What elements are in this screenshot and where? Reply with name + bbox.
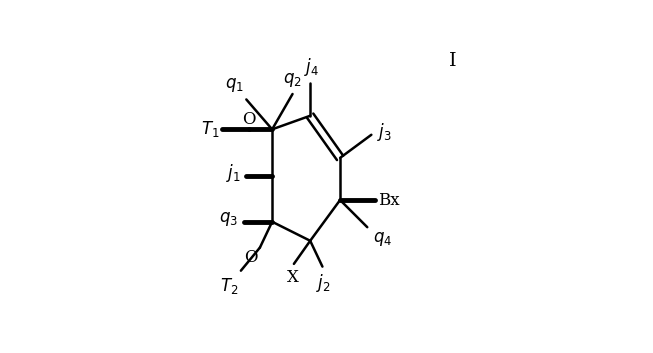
Text: $j_4$: $j_4$ (304, 56, 319, 78)
Text: $j_1$: $j_1$ (226, 162, 241, 184)
Text: $q_1$: $q_1$ (225, 76, 244, 94)
Text: $q_4$: $q_4$ (373, 230, 392, 248)
Text: O: O (242, 111, 256, 128)
Text: $q_2$: $q_2$ (283, 71, 302, 89)
Text: O: O (244, 249, 257, 266)
Text: $j_2$: $j_2$ (317, 272, 331, 294)
Text: Bx: Bx (378, 192, 400, 209)
Text: $j_3$: $j_3$ (377, 121, 392, 143)
Text: $T_1$: $T_1$ (200, 119, 219, 139)
Text: X: X (287, 269, 298, 286)
Text: $T_2$: $T_2$ (220, 276, 238, 296)
Text: I: I (449, 52, 456, 70)
Text: $q_3$: $q_3$ (219, 210, 238, 228)
